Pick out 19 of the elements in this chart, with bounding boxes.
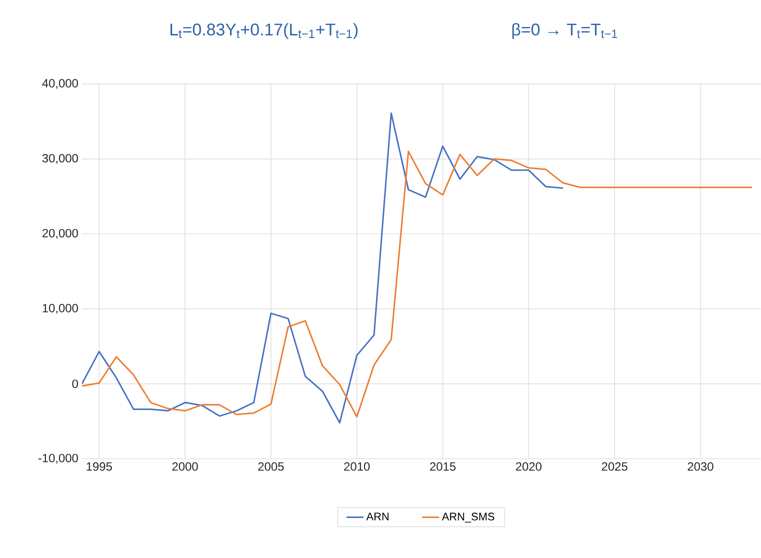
y-tick-label: -10,000 <box>38 454 78 464</box>
y-tick-label: 30,000 <box>42 154 78 164</box>
y-tick-label: 20,000 <box>42 229 78 239</box>
x-tick-label: 2025 <box>602 462 628 471</box>
chart-title: L$_{t}$=0.83Y$_{t}$+0.17(L$_{t−1}$+T$_{t−1}$) <box>170 23 358 39</box>
chart-subtitle: β=0 → T$_{t}$=T$_{t−1}$ <box>512 23 618 40</box>
x-tick-label: 2030 <box>688 462 714 471</box>
x-tick-label: 2000 <box>172 462 198 471</box>
x-tick-label: 2015 <box>430 462 456 471</box>
y-tick-label: 0 <box>72 380 78 388</box>
x-tick-label: 2020 <box>516 462 542 471</box>
line-series <box>82 112 564 424</box>
legend-label: ARN_SMS <box>442 512 494 523</box>
legend-label: ARN <box>366 512 388 520</box>
x-tick-label: 2010 <box>344 462 370 471</box>
y-tick-label: 10,000 <box>42 304 78 314</box>
x-tick-label: 1995 <box>86 462 112 471</box>
y-tick-label: 40,000 <box>42 79 78 90</box>
x-tick-label: 2005 <box>258 462 284 471</box>
